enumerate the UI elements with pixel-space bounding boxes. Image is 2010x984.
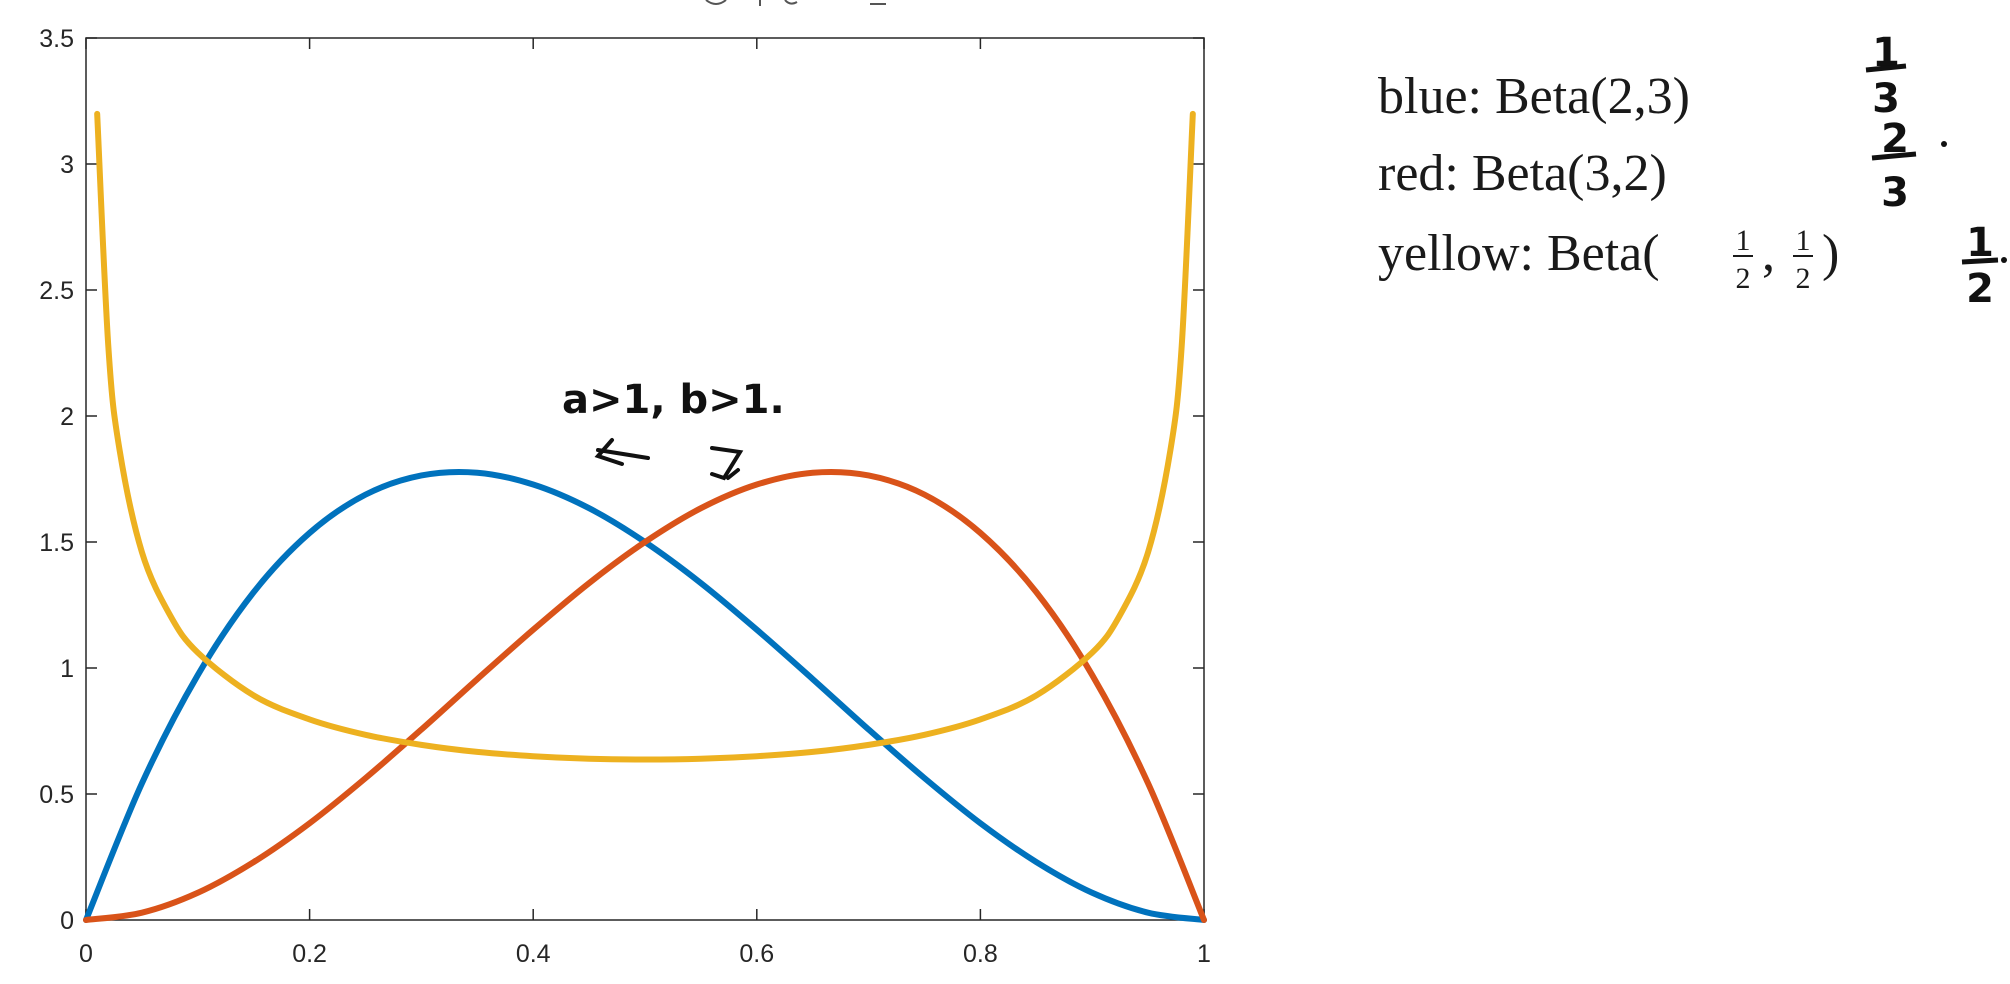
y-tick-label: 3	[60, 151, 74, 179]
handwritten-annotation: a>1, b>1.	[562, 377, 785, 481]
hand-frac-3-bar	[1961, 257, 1999, 265]
y-tick-label: 2.5	[39, 277, 74, 305]
legend-yellow-den-2: 2	[1796, 262, 1811, 295]
x-tick-label: 1	[1197, 940, 1211, 968]
x-tick-label: 0	[79, 940, 93, 968]
legend-yellow: yellow: Beta( 1 2 , 1 2 )	[1378, 224, 1839, 295]
series-blue-line	[83, 468, 1207, 923]
legend-blue: blue: Beta(2,3)	[1378, 68, 1690, 125]
y-tick-label: 3.5	[39, 25, 74, 53]
legend-yellow-sep: ,	[1762, 225, 1775, 282]
hand-frac-3-den: 2	[1966, 266, 1994, 312]
condition-annotation: a>1, b>1.	[562, 377, 785, 423]
series-red-line	[83, 468, 1207, 923]
hand-frac-1-den: 3	[1872, 76, 1900, 122]
legend-yellow-num-1: 1	[1736, 224, 1751, 257]
plot-area	[85, 37, 1205, 921]
y-tick-label: 1.5	[39, 529, 74, 557]
hand-frac-2-bar	[1871, 151, 1917, 161]
y-tick-label: 1	[60, 655, 74, 683]
axis-tick-labels: 0 0.2 0.4 0.6 0.8 1 0 0.5 1 1.5 2 2.5 3 3.5	[39, 25, 1211, 968]
x-tick-label: 0.4	[516, 940, 551, 968]
hand-dot-1	[1941, 141, 1947, 147]
legend-red: red: Beta(3,2)	[1378, 145, 1667, 202]
hand-dot-2	[2001, 257, 2007, 263]
hand-frac-1-bar	[1865, 63, 1907, 73]
legend-yellow-num-2: 1	[1796, 224, 1811, 257]
series-yellow-line	[94, 110, 1196, 763]
x-tick-label: 0.6	[739, 940, 774, 968]
x-tick-label: 0.2	[292, 940, 327, 968]
series-lines	[83, 110, 1207, 923]
legend: blue: Beta(2,3) red: Beta(3,2) yellow: B…	[1378, 68, 1839, 295]
y-tick-label: 0	[60, 907, 74, 935]
title-remnant	[705, 0, 886, 6]
x-tick-label: 0.8	[963, 940, 998, 968]
y-tick-label: 0.5	[39, 781, 74, 809]
right-arrow-icon	[710, 446, 744, 481]
left-arrow-icon	[594, 438, 650, 466]
legend-yellow-suffix: )	[1822, 225, 1839, 282]
hand-frac-2-den: 3	[1881, 170, 1909, 216]
legend-yellow-prefix: yellow: Beta(	[1378, 225, 1660, 282]
handwritten-fractions: 1 3 2 3 1 2	[1865, 30, 2007, 312]
y-tick-label: 2	[60, 403, 74, 431]
legend-yellow-den-1: 2	[1736, 262, 1751, 295]
